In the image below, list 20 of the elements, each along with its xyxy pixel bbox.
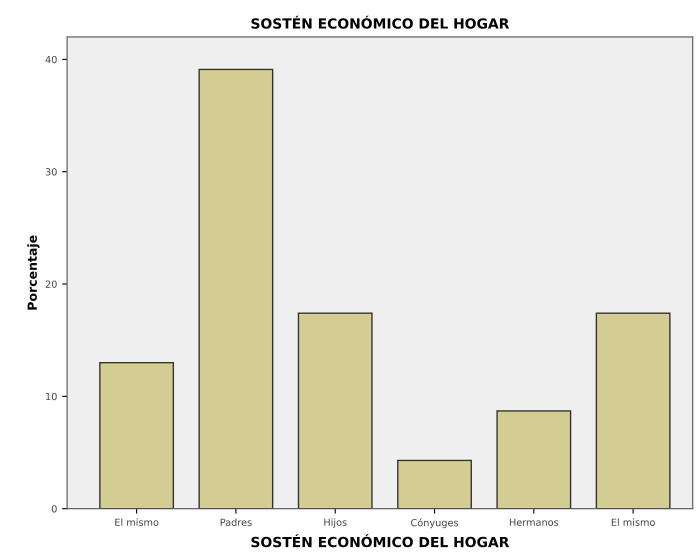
x-tick-label: Cónyuges: [411, 518, 458, 528]
y-axis-title: Porcentaje: [27, 235, 40, 310]
x-tick-label: Hijos: [324, 518, 347, 528]
bar: [198, 68, 274, 509]
y-tick-label: 10: [46, 392, 57, 400]
bar: [99, 362, 174, 509]
y-tick-label: 0: [52, 505, 57, 513]
chart-title: SOSTÉN ECONÓMICO DEL HOGAR: [251, 16, 510, 29]
x-tick-label: El mismo: [115, 518, 158, 526]
bar: [298, 312, 373, 509]
y-tick-label: 20: [46, 280, 57, 288]
x-axis-title: SOSTÉN ECONÓMICO DEL HOGAR: [251, 534, 510, 548]
bar: [496, 410, 572, 509]
y-tick-label: 30: [46, 168, 57, 176]
x-tick-label: Padres: [220, 518, 252, 526]
y-tick-label: 40: [45, 56, 57, 64]
bar: [397, 460, 472, 509]
bar: [596, 312, 671, 509]
x-tick-label: El mismo: [612, 518, 655, 526]
x-tick-label: Hermanos: [510, 518, 558, 526]
